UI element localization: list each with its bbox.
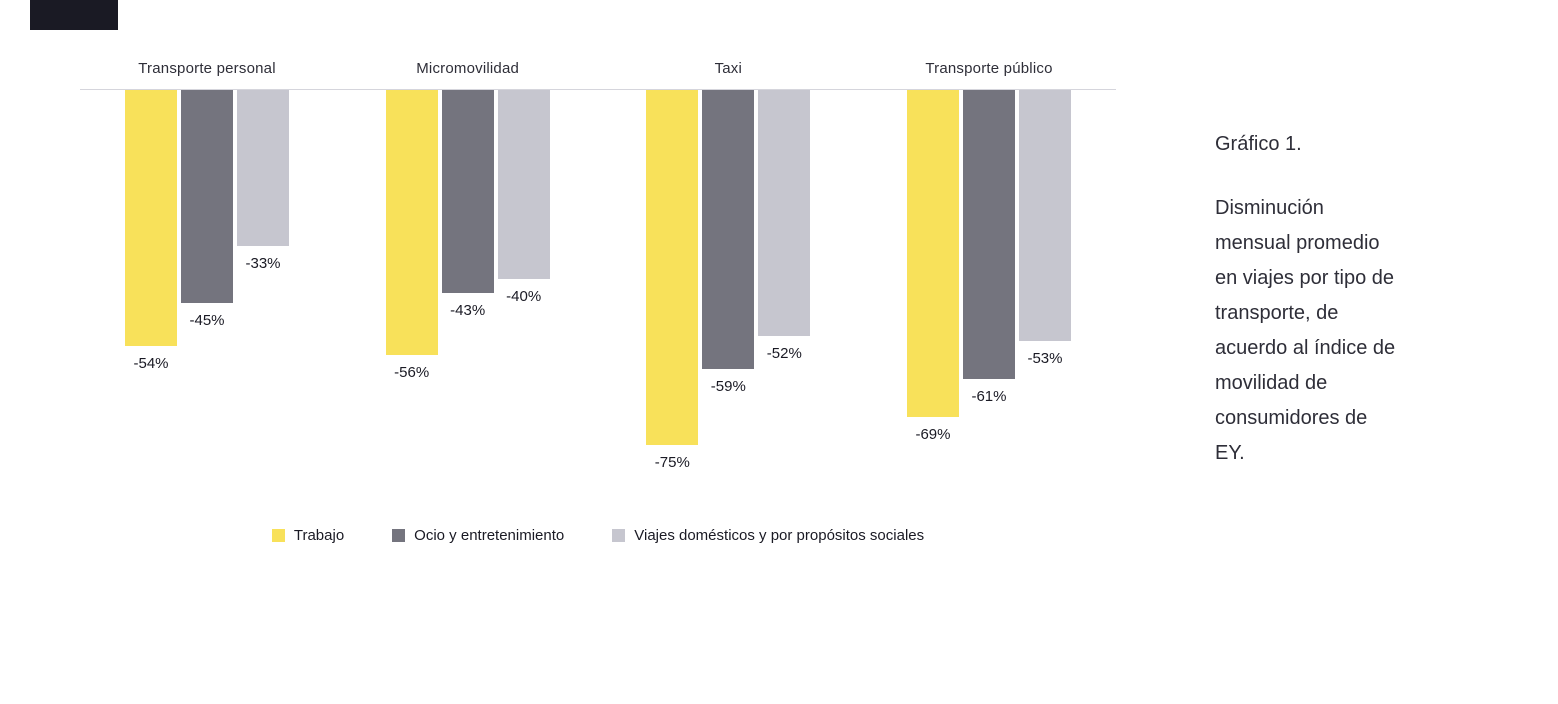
bar: [1018, 89, 1071, 341]
bar-cluster: -56% -43% -40%: [385, 89, 550, 381]
bar-group: Transporte público -69% -61% -53%: [906, 60, 1071, 471]
bar-column: -61%: [962, 89, 1015, 405]
legend-swatch: [392, 529, 406, 542]
bar: [646, 89, 699, 445]
bar-value-label: -53%: [1027, 350, 1063, 367]
bar-value-label: -40%: [506, 288, 542, 305]
bar: [758, 89, 811, 336]
bar-value-label: -75%: [654, 454, 690, 471]
bar: [702, 89, 755, 369]
bar-value-label: -33%: [245, 255, 281, 272]
bar: [385, 89, 438, 355]
caption-title: Gráfico 1.: [1215, 133, 1302, 155]
category-label: Transporte público: [925, 60, 1053, 77]
category-label: Taxi: [714, 60, 743, 77]
zero-baseline: [80, 89, 1116, 90]
bar-column: -45%: [181, 89, 233, 329]
caption-body: Disminución mensual promedio en viajes p…: [1215, 197, 1396, 464]
bar-column: -52%: [758, 89, 811, 362]
bar-column: -33%: [237, 89, 289, 272]
bar-cluster: -69% -61% -53%: [906, 89, 1071, 443]
category-label: Transporte personal: [138, 60, 276, 77]
bar-value-label: -45%: [189, 312, 225, 329]
legend-label: Viajes domésticos y por propósitos socia…: [634, 527, 925, 544]
legend-item: Trabajo: [271, 527, 345, 544]
legend-label: Ocio y entretenimiento: [414, 527, 565, 544]
bar-column: -59%: [702, 89, 755, 395]
legend-swatch: [271, 529, 285, 542]
bar-value-label: -59%: [710, 378, 746, 395]
bar-column: -69%: [906, 89, 959, 443]
bar-column: -54%: [125, 89, 177, 372]
bar-groups: Transporte personal -54% -45% -33% Micromovi…: [80, 60, 1116, 471]
bar-value-label: -54%: [133, 355, 169, 372]
ey-logo-block: [30, 0, 118, 30]
legend-swatch: [612, 529, 626, 542]
bar-group: Transporte personal -54% -45% -33%: [125, 60, 289, 471]
bar: [441, 89, 494, 293]
legend-item: Viajes domésticos y por propósitos socia…: [612, 527, 924, 544]
legend-item: Ocio y entretenimiento: [392, 527, 564, 544]
bar-group: Micromovilidad -56% -43% -40%: [385, 60, 550, 471]
bar: [497, 89, 550, 279]
bar-column: -40%: [497, 89, 550, 305]
bar-cluster: -54% -45% -33%: [125, 89, 289, 372]
bar-column: -56%: [385, 89, 438, 381]
bar: [906, 89, 959, 417]
bar-column: -75%: [646, 89, 699, 471]
bar: [181, 89, 233, 303]
bar: [237, 89, 289, 246]
bar-cluster: -75% -59% -52%: [646, 89, 811, 471]
legend-label: Trabajo: [293, 527, 345, 544]
bar-value-label: -61%: [971, 388, 1007, 405]
bar: [962, 89, 1015, 379]
bar-chart: Transporte personal -54% -45% -33% Micromovi…: [80, 60, 1116, 544]
bar-value-label: -52%: [766, 345, 802, 362]
bar: [125, 89, 177, 346]
bar-column: -43%: [441, 89, 494, 319]
chart-caption: Gráfico 1. Disminución mensual promedio …: [1215, 127, 1400, 471]
chart-legend: Trabajo Ocio y entretenimiento Viajes domé…: [80, 527, 1116, 544]
category-label: Micromovilidad: [416, 60, 520, 77]
bar-value-label: -56%: [394, 364, 430, 381]
bar-column: -53%: [1018, 89, 1071, 367]
bar-value-label: -43%: [450, 302, 486, 319]
bar-value-label: -69%: [915, 426, 951, 443]
bar-group: Taxi -75% -59% -52%: [646, 60, 811, 471]
